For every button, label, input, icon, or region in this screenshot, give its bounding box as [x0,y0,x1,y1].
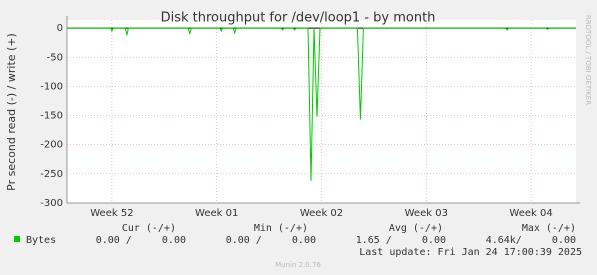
legend-entry: Bytes [26,235,56,246]
legend-header: Cur (-/+) [122,223,176,234]
x-tick-label: Week 01 [195,208,238,219]
x-tick-label: Week 03 [405,208,448,219]
x-tick-label: Week 52 [90,208,133,219]
legend-header: Avg (-/+) [389,223,443,234]
x-tick-label: Week 02 [300,208,343,219]
series-line [67,27,576,181]
y-tick-label: -150 [40,111,63,122]
y-axis-label: Pr second read (-) / write (+) [5,33,18,191]
y-tick-label: -250 [40,169,63,180]
legend-header: Max (-/+) [522,223,576,234]
y-tick-label: 0 [57,23,63,34]
legend-value: 4.64k/ 0.00 [486,235,576,246]
last-update: Last update: Fri Jan 24 17:00:39 2025 [359,247,582,258]
y-tick-label: -200 [40,140,63,151]
footer: Munin 2.0.76 [275,261,321,269]
legend-value: 0.00 / 0.00 [96,235,186,246]
legend-swatch [14,236,20,242]
legend-value: 1.65 / 0.00 [356,235,446,246]
watermark: RRDTOOL / TOBI OETIKER [584,15,592,105]
chart-title: Disk throughput for /dev/loop1 - by mont… [161,11,436,26]
legend-value: 0.00 / 0.00 [226,235,316,246]
y-tick-label: -100 [40,81,63,92]
legend-header: Min (-/+) [254,223,308,234]
x-tick-label: Week 04 [509,208,552,219]
y-tick-label: -300 [40,198,63,209]
y-tick-label: -50 [47,52,63,63]
